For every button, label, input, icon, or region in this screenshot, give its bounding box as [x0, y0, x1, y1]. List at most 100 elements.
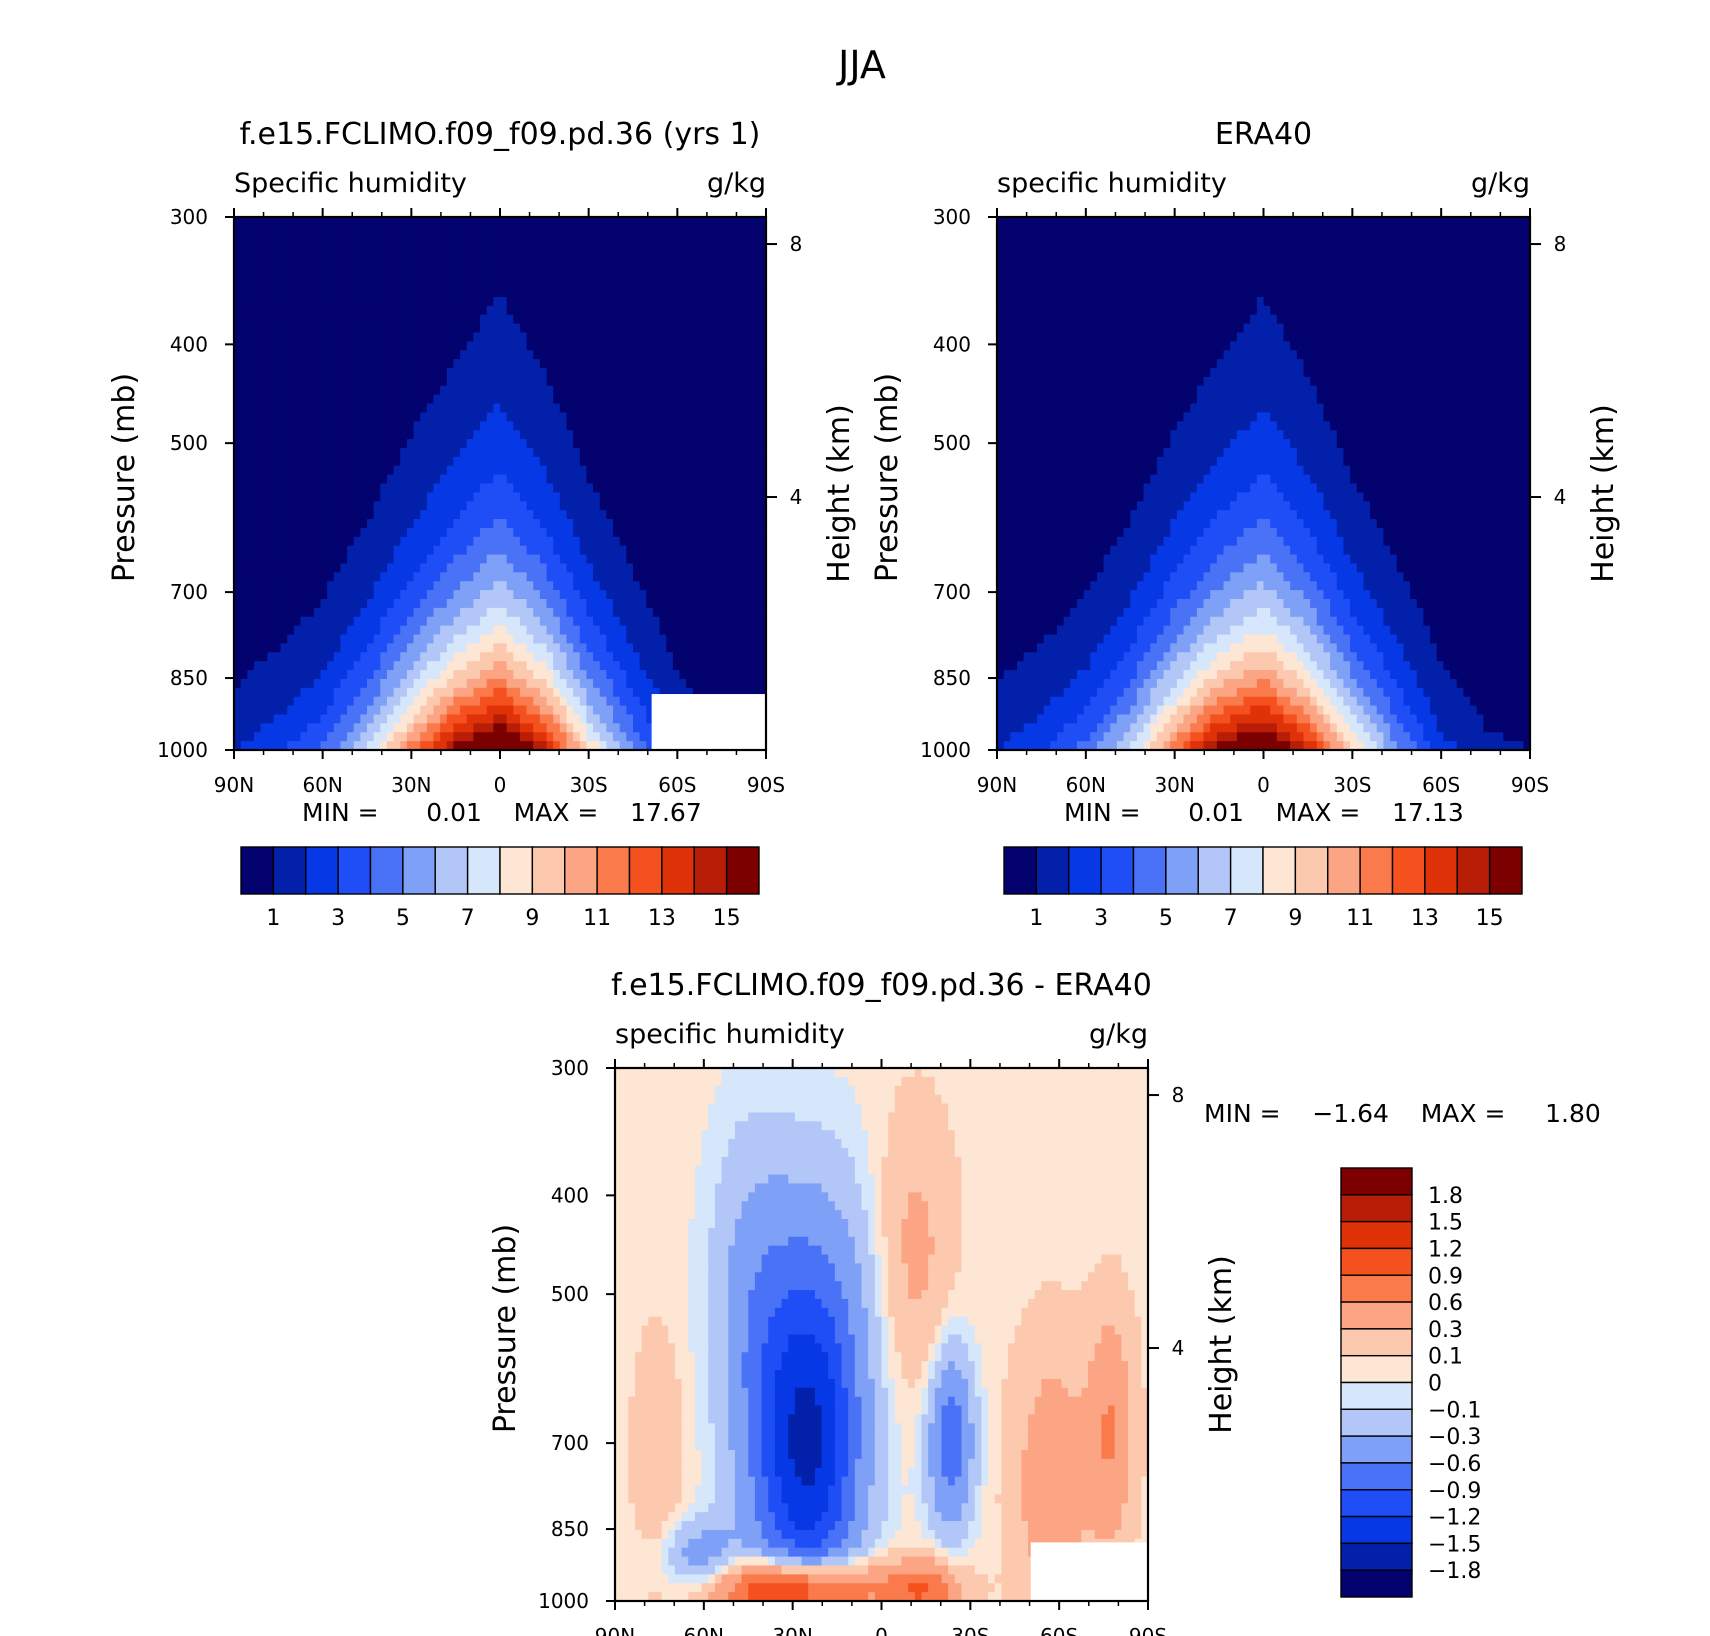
field-cell: [327, 465, 335, 476]
field-cell: [353, 368, 361, 378]
field-cell: [759, 474, 766, 485]
field-cell: [273, 439, 282, 449]
field-cell: [280, 270, 288, 280]
field-cell: [699, 625, 707, 636]
field-cell: [400, 430, 408, 440]
field-cell: [613, 527, 621, 538]
field-cell: [413, 554, 421, 565]
field-cell: [526, 705, 534, 716]
field-cell: [997, 536, 1005, 547]
field-cell: [619, 314, 627, 325]
field-cell: [997, 474, 1005, 485]
field-cell: [406, 492, 415, 502]
field-cell: [347, 598, 355, 609]
field-cell: [613, 341, 621, 351]
field-cell: [500, 590, 508, 600]
field-cell: [313, 332, 322, 342]
field-cell: [619, 581, 627, 591]
field-cell: [373, 341, 381, 351]
field-cell: [546, 261, 554, 271]
field-cell: [493, 234, 501, 245]
field-cell: [573, 474, 581, 485]
field-cell: [386, 527, 395, 538]
field-cell: [633, 492, 641, 502]
field-cell: [253, 359, 262, 369]
field-cell: [320, 563, 328, 573]
field-cell: [466, 385, 474, 396]
y-tick-label: 300: [170, 205, 208, 229]
field-cell: [386, 456, 395, 467]
field-cell: [446, 465, 455, 476]
field-cell: [506, 447, 514, 458]
field-cell: [679, 376, 687, 387]
field-cell: [347, 394, 355, 405]
field-cell: [333, 279, 341, 289]
field-cell: [280, 261, 288, 271]
field-cell: [367, 590, 375, 600]
field-cell: [997, 714, 1005, 724]
field-cell: [453, 732, 461, 742]
field-cell: [666, 323, 674, 334]
field-cell: [526, 217, 534, 227]
field-cell: [460, 741, 468, 750]
field-cell: [739, 243, 747, 254]
field-cell: [493, 323, 501, 334]
field-cell: [460, 385, 468, 396]
field-cell: [327, 634, 335, 644]
field-cell: [719, 501, 727, 511]
field-cell: [267, 421, 275, 431]
field-cell: [606, 670, 614, 680]
field-cell: [666, 243, 674, 254]
field-cell: [533, 554, 541, 565]
field-cell: [426, 252, 435, 263]
field-cell: [240, 456, 248, 467]
field-cell: [347, 465, 355, 476]
field-cell: [420, 572, 428, 582]
field-cell: [712, 465, 721, 476]
field-cell: [340, 385, 348, 396]
field-cell: [493, 288, 501, 298]
field-cell: [493, 723, 501, 733]
field-cell: [619, 732, 627, 742]
field-cell: [373, 652, 381, 662]
field-cell: [579, 225, 588, 236]
y-axis-label: Pressure (mb): [107, 373, 142, 582]
field-cell: [393, 421, 401, 431]
field-cell: [586, 421, 594, 431]
field-cell: [566, 296, 574, 307]
field-cell: [613, 430, 621, 440]
field-cell: [287, 741, 295, 750]
field-cell: [313, 741, 322, 750]
field-cell: [706, 563, 714, 573]
field-cell: [380, 616, 388, 627]
field-cell: [997, 634, 1005, 644]
field-cell: [380, 350, 388, 360]
field-cell: [633, 616, 641, 627]
field-cell: [273, 412, 282, 422]
field-cell: [393, 270, 401, 280]
field-cell: [606, 723, 614, 733]
field-cell: [420, 483, 428, 493]
field-cell: [313, 634, 322, 644]
field-cell: [480, 376, 488, 387]
field-cell: [287, 288, 295, 298]
field-cell: [759, 243, 766, 254]
field-cell: [280, 643, 288, 653]
field-cell: [386, 705, 395, 716]
field-cell: [526, 510, 534, 520]
field-cell: [320, 474, 328, 485]
field-cell: [1003, 439, 1011, 449]
field-cell: [400, 412, 408, 422]
field-cell: [446, 385, 455, 396]
field-cell: [506, 581, 514, 591]
field-cell: [752, 243, 760, 254]
field-cell: [553, 678, 561, 689]
field-cell: [446, 270, 455, 280]
field-cell: [652, 510, 661, 520]
field-cell: [513, 394, 521, 405]
field-cell: [234, 261, 242, 271]
field-cell: [686, 670, 694, 680]
field-cell: [273, 296, 282, 307]
field-cell: [686, 217, 694, 227]
field-cell: [752, 501, 760, 511]
